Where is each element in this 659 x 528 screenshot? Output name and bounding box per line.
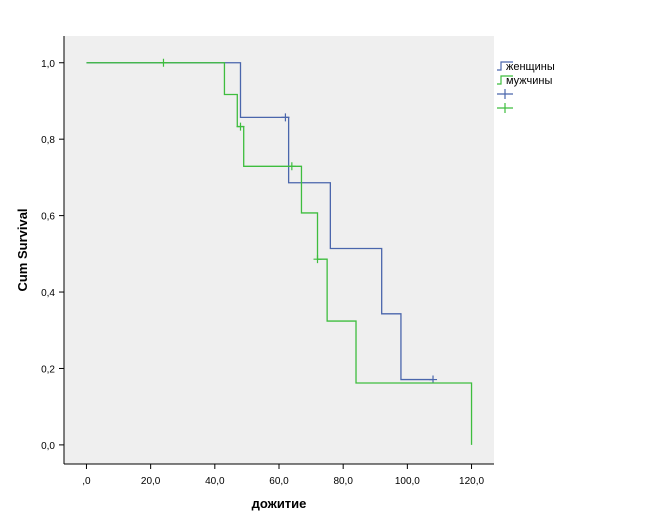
x-tick-label: ,0 bbox=[82, 476, 91, 487]
y-tick-label: 1,0 bbox=[41, 59, 55, 70]
censor-mark bbox=[429, 375, 438, 384]
y-tick-label: 0,8 bbox=[41, 135, 55, 146]
y-tick-label: 0,6 bbox=[41, 212, 55, 223]
censor-mark bbox=[159, 58, 168, 67]
censor-mark bbox=[236, 122, 245, 131]
y-tick-label: 0,4 bbox=[41, 288, 55, 299]
y-axis-ticks: 0,0 0,2 0,4 0,6 0,8 1,0 bbox=[41, 59, 64, 452]
x-tick-label: 100,0 bbox=[395, 476, 420, 487]
y-tick-label: 0,0 bbox=[41, 441, 55, 452]
y-tick-label: 0,2 bbox=[41, 364, 55, 375]
legend-censor-symbol bbox=[497, 103, 513, 113]
survival-curve-2 bbox=[86, 62, 473, 445]
legend-line-symbol bbox=[497, 75, 513, 85]
legend-line-symbol bbox=[497, 61, 513, 71]
censor-mark bbox=[287, 162, 296, 171]
y-axis-title: Cum Survival bbox=[15, 208, 30, 291]
legend: женщины мужчины bbox=[497, 61, 555, 113]
x-axis-ticks: ,0 20,0 40,0 60,0 80,0 100,0 120,0 bbox=[82, 464, 484, 487]
x-axis-title: дожитие bbox=[252, 496, 307, 511]
plot-area bbox=[64, 36, 494, 464]
x-tick-label: 20,0 bbox=[141, 476, 161, 487]
censor-mark bbox=[313, 255, 322, 264]
survival-curve-1 bbox=[86, 62, 434, 381]
x-tick-label: 80,0 bbox=[333, 476, 353, 487]
censor-mark bbox=[281, 113, 290, 122]
legend-label: мужчины bbox=[506, 75, 552, 87]
legend-censor-symbol bbox=[497, 89, 513, 99]
legend-label: женщины bbox=[506, 61, 555, 73]
x-tick-label: 60,0 bbox=[269, 476, 289, 487]
x-tick-label: 120,0 bbox=[459, 476, 484, 487]
series-layer bbox=[86, 58, 473, 445]
x-tick-label: 40,0 bbox=[205, 476, 225, 487]
